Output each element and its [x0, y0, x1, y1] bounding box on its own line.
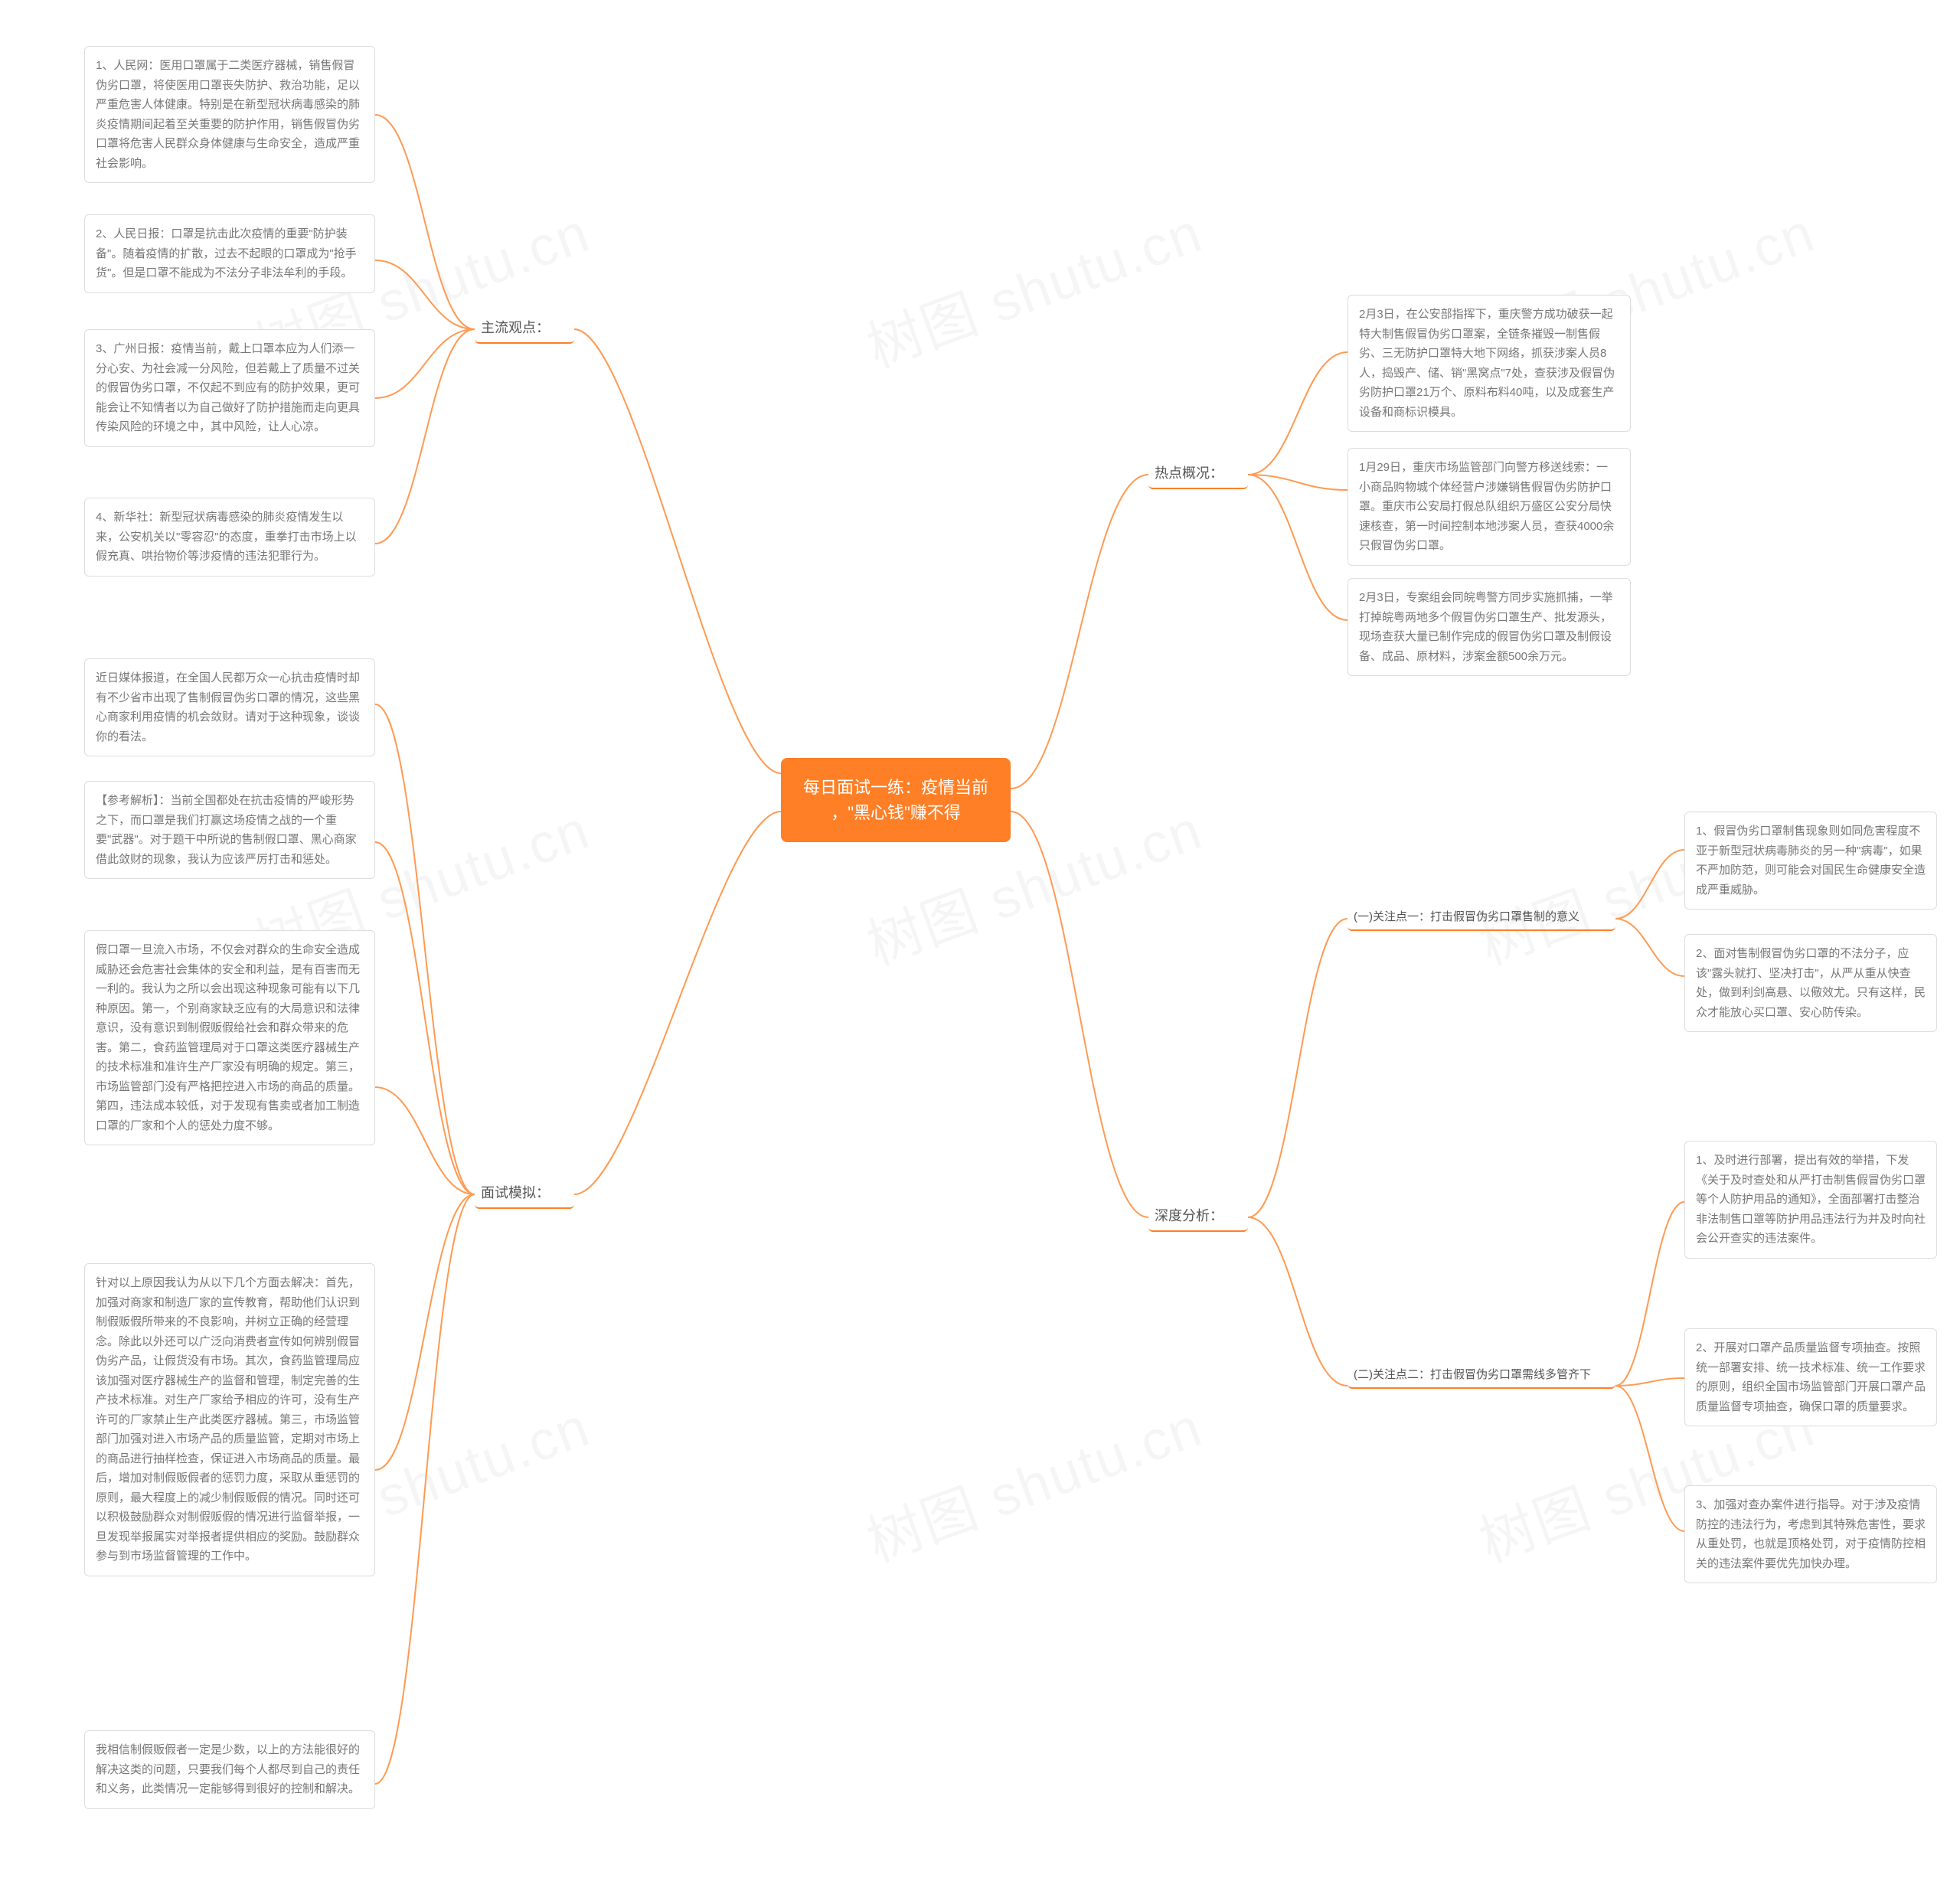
root-title-l1: 每日面试一练：疫情当前 — [802, 775, 989, 800]
watermark: 树图 shutu.cn — [854, 1382, 1211, 1577]
deep-sub1-item-0: 1、假冒伪劣口罩制售现象则如同危害程度不亚于新型冠状病毒肺炎的另一种"病毒"，如… — [1684, 812, 1937, 910]
mock-item-4: 我相信制假贩假者一定是少数，以上的方法能很好的解决这类的问题，只要我们每个人都尽… — [84, 1730, 375, 1809]
branch-opinion-label: 主流观点： — [481, 320, 550, 335]
deep-sub1-label: (一)关注点一：打击假冒伪劣口罩售制的意义 — [1354, 910, 1579, 923]
mock-item-2: 假口罩一旦流入市场，不仅会对群众的生命安全造成威胁还会危害社会集体的安全和利益，… — [84, 930, 375, 1145]
deep-sub1: (一)关注点一：打击假冒伪劣口罩售制的意义 — [1348, 905, 1615, 931]
branch-mock: 面试模拟： — [475, 1179, 574, 1209]
deep-sub2-item-0: 1、及时进行部署，提出有效的举措，下发《关于及时查处和从严打击制售假冒伪劣口罩等… — [1684, 1141, 1937, 1259]
hot-item-2: 2月3日，专案组会同皖粤警方同步实施抓捕，一举打掉皖粤两地多个假冒伪劣口罩生产、… — [1348, 578, 1631, 676]
opinion-item-1: 2、人民日报：口罩是抗击此次疫情的重要"防护装备"。随着疫情的扩散，过去不起眼的… — [84, 214, 375, 293]
opinion-item-2: 3、广州日报：疫情当前，戴上口罩本应为人们添一分心安、为社会减一分风险，但若戴上… — [84, 329, 375, 447]
root-node: 每日面试一练：疫情当前 ，"黑心钱"赚不得 — [781, 758, 1011, 842]
branch-deep: 深度分析： — [1148, 1202, 1248, 1232]
deep-sub2-item-1: 2、开展对口罩产品质量监督专项抽查。按照统一部署安排、统一技术标准、统一工作要求… — [1684, 1328, 1937, 1426]
hot-item-1: 1月29日，重庆市场监管部门向警方移送线索：一小商品购物城个体经营户涉嫌销售假冒… — [1348, 448, 1631, 566]
mock-item-0: 近日媒体报道，在全国人民都万众一心抗击疫情时却有不少省市出现了售制假冒伪劣口罩的… — [84, 658, 375, 756]
branch-hot-label: 热点概况： — [1155, 465, 1223, 481]
watermark: 树图 shutu.cn — [854, 188, 1211, 383]
deep-sub2-label: (二)关注点二：打击假冒伪劣口罩需线多管齐下 — [1354, 1368, 1591, 1381]
deep-sub2: (二)关注点二：打击假冒伪劣口罩需线多管齐下 — [1348, 1363, 1615, 1389]
branch-hot: 热点概况： — [1148, 459, 1248, 489]
deep-sub1-item-1: 2、面对售制假冒伪劣口罩的不法分子，应该"露头就打、坚决打击"，从严从重从快查处… — [1684, 934, 1937, 1032]
branch-mock-label: 面试模拟： — [481, 1185, 550, 1200]
mock-item-3: 针对以上原因我认为从以下几个方面去解决：首先，加强对商家和制造厂家的宣传教育，帮… — [84, 1263, 375, 1576]
hot-item-0: 2月3日，在公安部指挥下，重庆警方成功破获一起特大制售假冒伪劣口罩案，全链条摧毁… — [1348, 295, 1631, 432]
deep-sub2-item-2: 3、加强对查办案件进行指导。对于涉及疫情防控的违法行为，考虑到其特殊危害性，要求… — [1684, 1485, 1937, 1583]
branch-deep-label: 深度分析： — [1155, 1208, 1223, 1223]
mock-item-1: 【参考解析】：当前全国都处在抗击疫情的严峻形势之下，而口罩是我们打赢这场疫情之战… — [84, 781, 375, 879]
opinion-item-0: 1、人民网：医用口罩属于二类医疗器械，销售假冒伪劣口罩，将使医用口罩丧失防护、救… — [84, 46, 375, 183]
root-title-l2: ，"黑心钱"赚不得 — [802, 800, 989, 825]
branch-opinion: 主流观点： — [475, 314, 574, 344]
opinion-item-3: 4、新华社：新型冠状病毒感染的肺炎疫情发生以来，公安机关以"零容忍"的态度，重拳… — [84, 498, 375, 577]
